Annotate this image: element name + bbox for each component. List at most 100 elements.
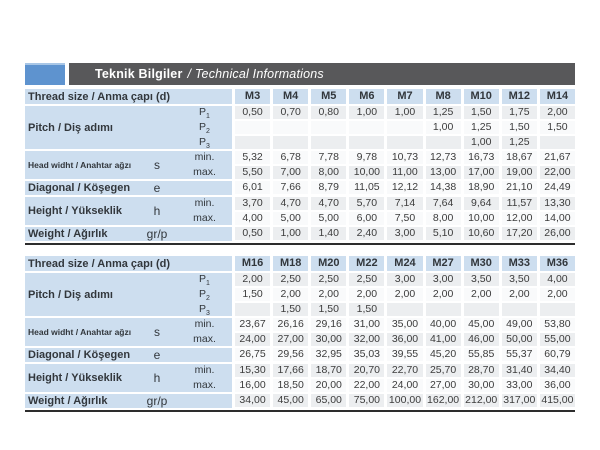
data-cell: 13,00 <box>425 166 461 179</box>
data-cell: 0,80 <box>311 106 347 119</box>
data-cell: 2,00 <box>501 288 537 301</box>
data-cell: 11,05 <box>349 181 385 194</box>
sub-row-label: min. <box>194 318 215 330</box>
data-cell: 1,50 <box>463 106 499 119</box>
data-cell <box>539 136 575 149</box>
data-cell: 12,73 <box>425 151 461 164</box>
data-cell: 3,70 <box>235 197 271 210</box>
data-cell: 4,70 <box>273 197 309 210</box>
technical-info-page: Teknik Bilgiler / Technical Informations… <box>25 63 575 412</box>
sub-row-label <box>177 227 232 240</box>
data-cell: 2,50 <box>273 273 309 286</box>
data-cell: 317,00 <box>501 394 537 407</box>
data-cell: 2,00 <box>311 288 347 301</box>
data-cell: 27,00 <box>425 379 461 392</box>
sub-row-label: P1 <box>177 106 232 121</box>
data-cell: 53,80 <box>539 318 575 331</box>
sub-row-label: P3 <box>177 303 232 317</box>
data-cell: 21,10 <box>501 181 537 194</box>
sub-labels <box>177 348 232 362</box>
table-block: Pitch / Diş adımı P1 P2 P3 2,00 2,50 2,50 2,50 3… <box>25 273 575 317</box>
data-cell: 0,50 <box>235 106 271 119</box>
data-cell: 1,50 <box>235 288 271 301</box>
data-cell <box>425 136 461 149</box>
data-cell: 10,00 <box>349 166 385 179</box>
data-cell: 24,00 <box>387 379 423 392</box>
column-header: M8 <box>425 89 461 104</box>
column-header: M4 <box>273 89 309 104</box>
data-rows: 0,50 0,70 0,80 1,00 1,00 1,25 1,50 1,75 2,00 1,00… <box>232 106 575 149</box>
data-cell: 6,01 <box>235 181 271 194</box>
data-cell: 11,00 <box>387 166 423 179</box>
data-cell: 5,00 <box>273 212 309 225</box>
column-header: M36 <box>539 256 575 271</box>
column-header: M6 <box>349 89 385 104</box>
data-cell: 1,00 <box>349 106 385 119</box>
data-cell: 32,00 <box>349 333 385 346</box>
table-row: 0,50 0,70 0,80 1,00 1,00 1,25 1,50 1,75 2,00 <box>235 106 575 119</box>
data-cell: 12,00 <box>501 212 537 225</box>
data-cell: 39,55 <box>387 348 423 361</box>
data-cell: 10,60 <box>463 227 499 240</box>
data-cell: 18,67 <box>501 151 537 164</box>
table-block: Pitch / Diş adımı P1 P2 P3 0,50 0,70 0,80 1,00 1… <box>25 106 575 150</box>
data-rows: 23,67 26,16 29,16 31,00 35,00 40,00 45,00 49,00… <box>232 318 575 346</box>
symbol-label: e <box>137 348 177 362</box>
row-label: Diagonal / Köşegen <box>25 348 137 362</box>
data-cell: 24,00 <box>235 333 271 346</box>
table-row: 16,00 18,50 20,00 22,00 24,00 27,00 30,00 33,00… <box>235 379 575 392</box>
sub-row-label: max. <box>193 379 216 391</box>
data-cell: 4,00 <box>235 212 271 225</box>
sub-labels: min. max. <box>177 364 232 392</box>
sub-labels: min. max. <box>177 197 232 225</box>
data-cell: 19,00 <box>501 166 537 179</box>
data-cell: 55,00 <box>539 333 575 346</box>
table-block: Weight / Ağırlık gr/p 34,00 45,00 65,00 75,00… <box>25 394 575 408</box>
data-cell <box>425 303 461 316</box>
data-cell <box>349 121 385 134</box>
data-cell: 1,50 <box>273 303 309 316</box>
data-cell: 7,50 <box>387 212 423 225</box>
data-cell: 17,20 <box>501 227 537 240</box>
sub-row-label <box>177 181 232 194</box>
data-cell <box>273 136 309 149</box>
table-row: 5,50 7,00 8,00 10,00 11,00 13,00 17,00 19,00 22,… <box>235 166 575 179</box>
spec-table-small-sizes: Thread size / Anma çapı (d) M3 M4 M5 M6 M7 M8 M… <box>25 89 575 245</box>
row-label: Weight / Ağırlık <box>25 394 137 408</box>
data-cell: 36,00 <box>387 333 423 346</box>
data-cell <box>311 136 347 149</box>
data-cell: 23,67 <box>235 318 271 331</box>
data-cell: 14,00 <box>539 212 575 225</box>
row-label: Diagonal / Köşegen <box>25 181 137 195</box>
row-label: Height / Yükseklik <box>25 197 137 225</box>
sub-label-index: 1 <box>206 113 210 121</box>
table-row: 2,00 2,50 2,50 2,50 3,00 3,00 3,50 3,50 4,00 <box>235 273 575 286</box>
data-cell: 10,00 <box>463 212 499 225</box>
column-header: M18 <box>273 256 309 271</box>
data-rows: 3,70 4,70 4,70 5,70 7,14 7,64 9,64 11,57 13,30 4,… <box>232 197 575 225</box>
data-cell: 22,70 <box>387 364 423 377</box>
data-cell <box>501 303 537 316</box>
data-cell: 17,00 <box>463 166 499 179</box>
data-cell <box>235 303 271 316</box>
data-cell: 26,16 <box>273 318 309 331</box>
data-cell: 2,50 <box>349 273 385 286</box>
data-cell: 4,70 <box>311 197 347 210</box>
row-label: Weight / Ağırlık <box>25 227 137 241</box>
data-cell: 8,79 <box>311 181 347 194</box>
data-cell: 7,00 <box>273 166 309 179</box>
sub-label-index: 2 <box>206 128 210 136</box>
data-cell: 1,25 <box>463 121 499 134</box>
symbol-label <box>137 273 177 316</box>
data-cell: 45,00 <box>463 318 499 331</box>
data-cell: 2,00 <box>539 106 575 119</box>
data-cell: 415,00 <box>539 394 575 407</box>
data-cell: 27,00 <box>273 333 309 346</box>
column-header: M30 <box>463 256 499 271</box>
column-header: M20 <box>311 256 347 271</box>
data-cell: 31,00 <box>349 318 385 331</box>
sub-row-label: P2 <box>177 288 232 302</box>
data-cell: 29,16 <box>311 318 347 331</box>
data-cell: 1,25 <box>425 106 461 119</box>
data-cell: 1,00 <box>463 136 499 149</box>
